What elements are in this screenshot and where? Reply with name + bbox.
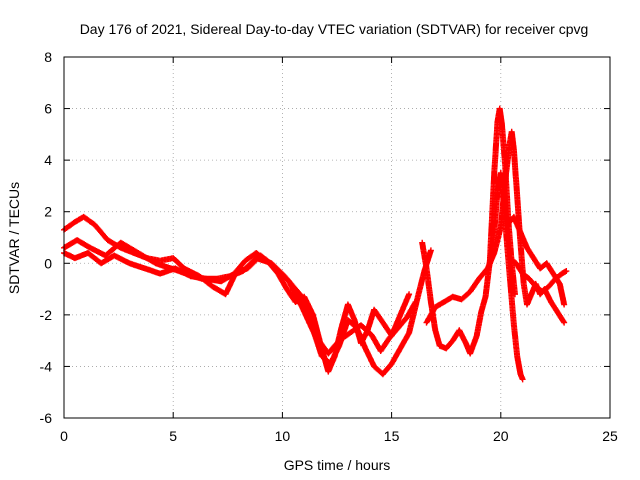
y-tick-label: 0: [44, 255, 52, 271]
y-tick-label: 4: [44, 152, 52, 168]
y-tick-label: -6: [40, 410, 53, 426]
series-track-a: [61, 213, 413, 375]
y-tick-label: 6: [44, 101, 52, 117]
y-tick-label: -4: [40, 358, 53, 374]
x-tick-label: 10: [275, 428, 291, 444]
y-tick-label: 2: [44, 204, 52, 220]
x-tick-label: 0: [60, 428, 68, 444]
chart-title: Day 176 of 2021, Sidereal Day-to-day VTE…: [80, 21, 589, 37]
x-tick-label: 20: [493, 428, 509, 444]
series-track-f: [486, 170, 526, 383]
plot-frame: [63, 56, 611, 419]
series-layer: [61, 105, 570, 383]
y-axis-label: SDTVAR / TECUs: [6, 182, 22, 294]
tick-labels: 0 5 10 15 20 25 -6 -4 -2 0 2 4 6 8: [40, 49, 618, 444]
x-tick-label: 5: [169, 428, 177, 444]
x-tick-label: 25: [602, 428, 618, 444]
x-tick-label: 15: [384, 428, 400, 444]
grid-layer: [64, 57, 610, 418]
data-point-markers: [486, 170, 526, 383]
x-axis-label: GPS time / hours: [284, 457, 391, 473]
ticks-layer: [63, 56, 611, 419]
data-point-markers: [506, 255, 570, 295]
series-track-h: [506, 255, 570, 295]
y-tick-label: 8: [44, 49, 52, 65]
y-tick-label: -2: [40, 307, 53, 323]
data-point-markers: [61, 213, 413, 375]
